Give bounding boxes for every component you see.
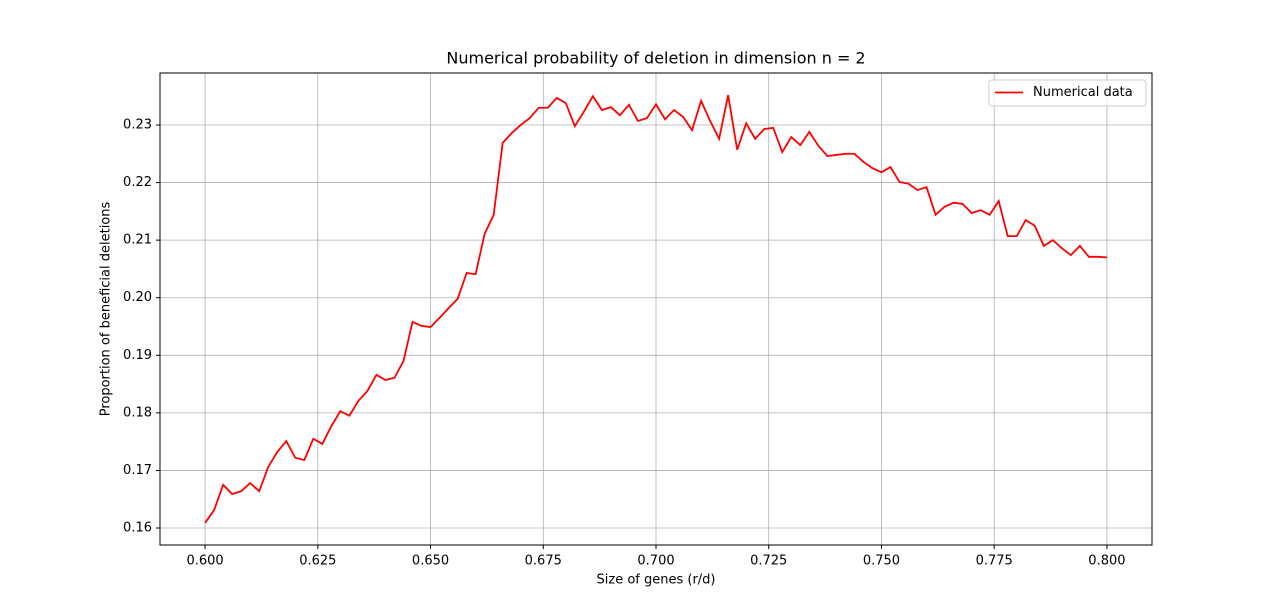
x-tick-label: 0.775 [976, 554, 1013, 569]
legend-label: Numerical data [1033, 85, 1133, 100]
y-tick-label: 0.23 [123, 117, 152, 132]
legend-box [988, 79, 1147, 107]
y-tick-label: 0.22 [123, 175, 152, 190]
x-tick-label: 0.650 [412, 554, 449, 569]
x-tick-label: 0.600 [186, 554, 223, 569]
chart-title: Numerical probability of deletion in dim… [446, 49, 865, 68]
x-tick-label: 0.700 [637, 554, 674, 569]
y-tick-label: 0.21 [123, 233, 152, 248]
x-tick-label: 0.625 [299, 554, 336, 569]
data-line [204, 94, 1107, 524]
x-axis-label: Size of genes (r/d) [597, 573, 716, 588]
y-axis-label: Proportion of beneficial deletions [99, 202, 114, 417]
x-tick-label: 0.750 [863, 554, 900, 569]
y-tick-label: 0.17 [123, 463, 152, 478]
plot-frame [159, 72, 1153, 546]
y-tick-label: 0.20 [123, 290, 152, 305]
y-tick-label: 0.19 [123, 348, 152, 363]
x-tick-label: 0.800 [1088, 554, 1125, 569]
x-tick-label: 0.725 [750, 554, 787, 569]
y-tick-label: 0.18 [123, 405, 152, 420]
y-tick-label: 0.16 [123, 521, 152, 536]
x-tick-label: 0.675 [525, 554, 562, 569]
